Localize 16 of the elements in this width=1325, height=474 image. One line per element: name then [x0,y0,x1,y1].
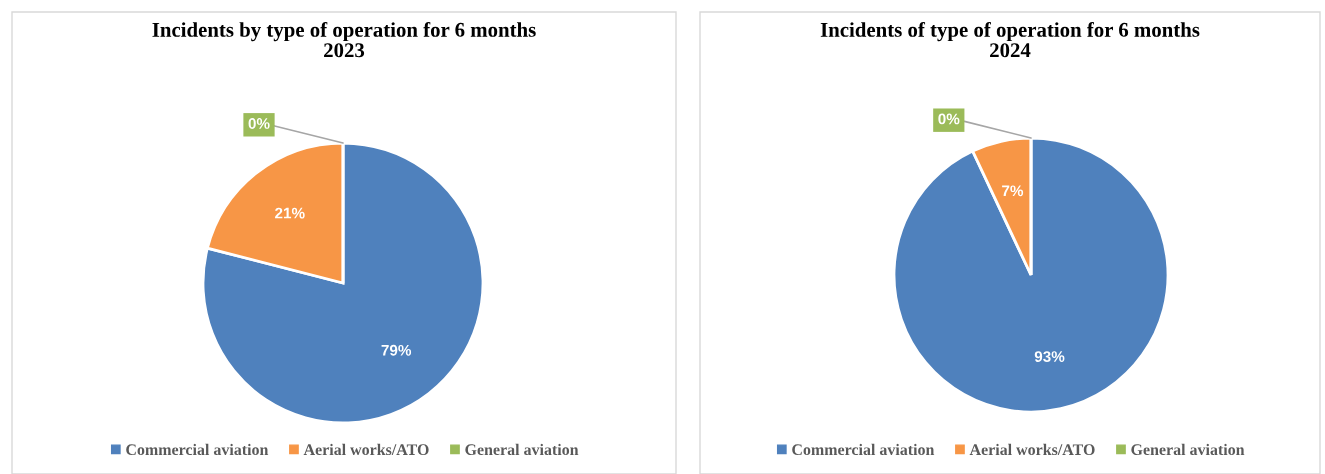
text: 0% [248,118,270,129]
pie-slice [892,136,1170,414]
data-label: 93% [1034,351,1065,363]
text: 0% [938,113,960,125]
data-label: 7% [1002,185,1024,197]
chart-title: Incidents by type of operation for 6 months 2023 [152,22,536,58]
legend-label: General aviation [465,443,579,456]
legend-label: Commercial aviation [126,443,269,456]
chart-title: Incidents of type of operation for 6 months 2024 [820,22,1200,58]
data-label: 79% [381,344,412,356]
data-label: 21% [275,207,305,219]
legend-label: Aerial works/ATO [969,443,1095,456]
legend-label: General aviation [1131,443,1245,456]
legend-label: Aerial works/ATO [303,443,429,456]
pie-slice [201,141,485,425]
legend-label: Commercial aviation [792,443,935,456]
